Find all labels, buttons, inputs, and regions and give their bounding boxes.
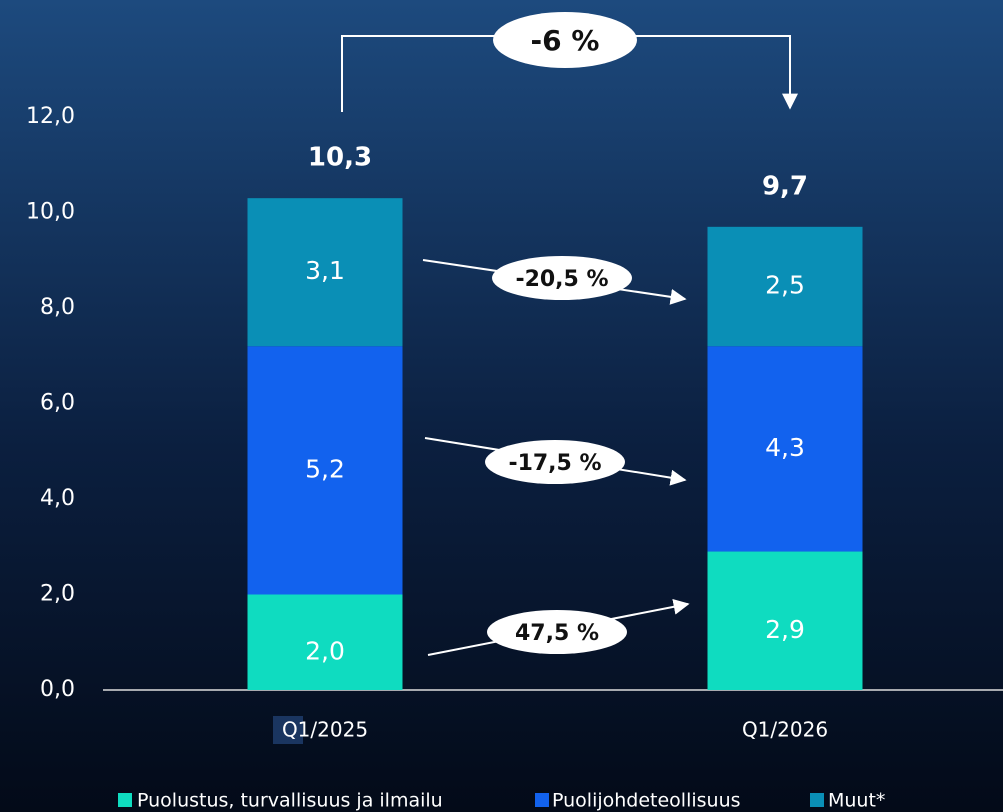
badge bbox=[487, 610, 627, 654]
value-label: 5,2 bbox=[305, 454, 345, 483]
value-label: 2,0 bbox=[305, 636, 345, 665]
x-tick-label: Q1/2026 bbox=[742, 718, 828, 742]
y-tick-label: 4,0 bbox=[40, 486, 75, 511]
value-label: 2,5 bbox=[765, 271, 805, 300]
annotation: -6 % bbox=[531, 24, 600, 57]
legend-swatch bbox=[118, 793, 132, 807]
total-label: 9,7 bbox=[762, 171, 808, 201]
highlight bbox=[273, 716, 303, 744]
y-tick-label: 12,0 bbox=[26, 104, 75, 129]
value-label: 4,3 bbox=[765, 433, 805, 462]
value-label: 3,1 bbox=[305, 256, 345, 285]
y-tick-label: 0,0 bbox=[40, 677, 75, 702]
total-label: 10,3 bbox=[308, 143, 372, 173]
y-tick-label: 6,0 bbox=[40, 391, 75, 416]
legend-label: Puolustus, turvallisuus ja ilmailu bbox=[137, 790, 443, 812]
legend-label: Muut* bbox=[828, 790, 885, 812]
legend-label: Puolijohdeteollisuus bbox=[552, 790, 741, 812]
badge bbox=[492, 256, 632, 300]
bar-segment bbox=[707, 226, 863, 347]
legend-swatch bbox=[810, 793, 824, 807]
annotation: -17,5 % bbox=[508, 451, 601, 476]
y-tick-label: 10,0 bbox=[26, 200, 75, 225]
plot: 0,0 2,0 4,0 6,0 8,0 10,0 12,0 Q1/2025 2,0 5,2 3,1 1… bbox=[26, 104, 1003, 812]
bar-segment bbox=[707, 551, 863, 690]
bar-segment bbox=[707, 346, 863, 552]
legend-swatch bbox=[535, 793, 549, 807]
bar-segment bbox=[247, 346, 403, 595]
y-tick-label: 8,0 bbox=[40, 295, 75, 320]
y-tick-label: 2,0 bbox=[40, 582, 75, 607]
value-label: 2,9 bbox=[765, 615, 805, 644]
annotation: 47,5 % bbox=[515, 621, 599, 646]
x-tick-label: Q1/2025 bbox=[282, 718, 368, 742]
badge bbox=[493, 12, 637, 68]
bar-segment bbox=[247, 198, 403, 347]
bar-segment bbox=[247, 594, 403, 690]
annotation: -20,5 % bbox=[515, 267, 608, 292]
badge bbox=[485, 440, 625, 484]
